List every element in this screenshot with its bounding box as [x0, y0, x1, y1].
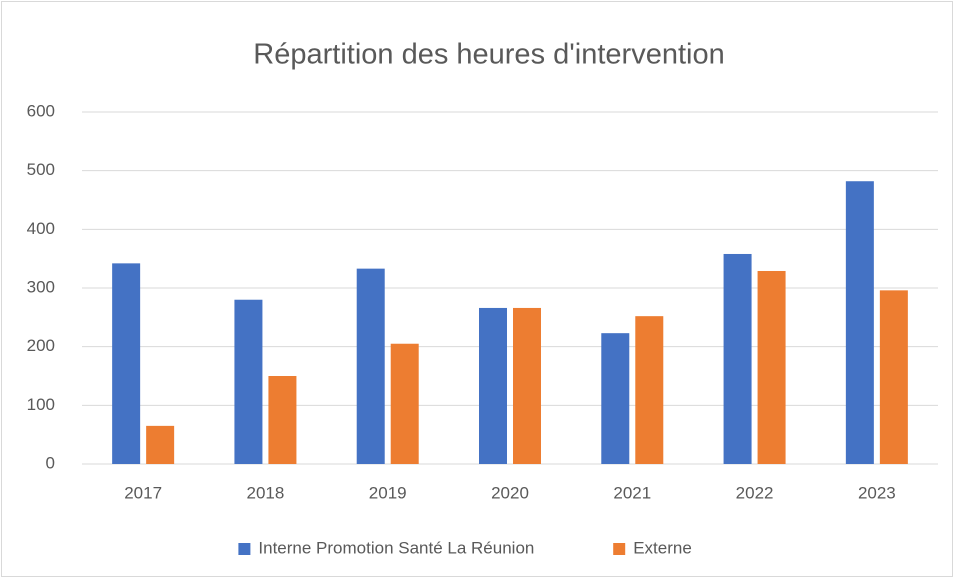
- x-tick-label: 2022: [736, 483, 774, 502]
- chart-title: Répartition des heures d'intervention: [253, 39, 724, 71]
- bar: [635, 316, 664, 464]
- bar: [723, 253, 752, 464]
- y-tick-label: 400: [27, 219, 55, 238]
- bar: [757, 270, 786, 464]
- y-tick-label: 200: [27, 336, 55, 355]
- bar: [146, 425, 175, 464]
- bar: [268, 376, 297, 464]
- x-tick-label: 2020: [491, 483, 529, 502]
- legend-label: Interne Promotion Santé La Réunion: [258, 538, 534, 557]
- bar: [845, 181, 874, 464]
- bar: [479, 307, 507, 464]
- bar: [234, 299, 263, 464]
- y-tick-label: 500: [27, 160, 55, 179]
- y-tick-label: 600: [27, 101, 55, 120]
- bar: [879, 290, 908, 464]
- x-tick-label: 2023: [858, 483, 896, 502]
- legend-swatch: [238, 543, 251, 555]
- x-tick-label: 2018: [247, 483, 285, 502]
- x-tick-label: 2021: [613, 483, 651, 502]
- legend-label: Externe: [633, 538, 692, 557]
- bar: [513, 307, 541, 464]
- y-tick-label: 300: [27, 277, 55, 296]
- y-tick-label: 0: [46, 453, 55, 472]
- bar: [390, 343, 419, 464]
- bar: [601, 333, 630, 464]
- legend-swatch: [613, 543, 626, 555]
- y-tick-label: 100: [27, 395, 55, 414]
- bar: [356, 268, 385, 464]
- x-tick-label: 2017: [124, 483, 162, 502]
- bar: [112, 263, 141, 464]
- x-tick-label: 2019: [369, 483, 407, 502]
